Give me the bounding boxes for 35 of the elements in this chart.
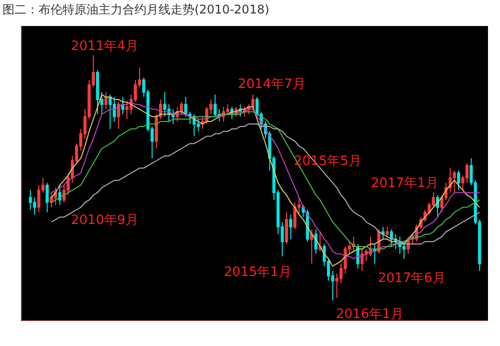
- chart-title: 图二：布伦特原油主力合约月线走势(2010-2018): [2, 2, 270, 17]
- candlestick: [28, 190, 32, 210]
- text: 2016年1月: [336, 307, 404, 322]
- candlestick: [386, 226, 389, 238]
- candlestick: [436, 194, 440, 218]
- annotation: 2014年7月: [238, 77, 306, 92]
- candlestick: [293, 202, 296, 230]
- annotation: 2010年9月: [71, 213, 138, 228]
- candlestick: [117, 101, 120, 130]
- text: 2011年4月: [71, 39, 138, 54]
- annotation: 2017年6月: [378, 271, 446, 286]
- candlestick: [108, 94, 112, 130]
- candlestick: [289, 214, 292, 240]
- candlestick: [284, 212, 288, 245]
- candlestick: [58, 184, 62, 206]
- candlestick: [96, 70, 100, 115]
- candlestick: [54, 187, 58, 206]
- candlestick: [360, 248, 364, 272]
- candlestick: [163, 92, 166, 118]
- annotation: 2017年1月: [371, 176, 438, 191]
- candlestick: [104, 92, 108, 110]
- candlestick: [382, 226, 385, 240]
- candlestick: [318, 231, 322, 252]
- candlestick: [310, 228, 314, 264]
- candlestick: [46, 182, 49, 213]
- candlestick: [180, 101, 184, 115]
- candlestick: [352, 236, 356, 252]
- candlestick: [457, 170, 460, 191]
- candlestick: [172, 108, 175, 124]
- candlestick: [251, 94, 254, 110]
- candlestick: [314, 228, 318, 254]
- candlestick: [214, 94, 217, 118]
- annotation: 2015年1月: [224, 265, 292, 280]
- candlestick: [121, 96, 124, 115]
- candlestick: [452, 170, 456, 194]
